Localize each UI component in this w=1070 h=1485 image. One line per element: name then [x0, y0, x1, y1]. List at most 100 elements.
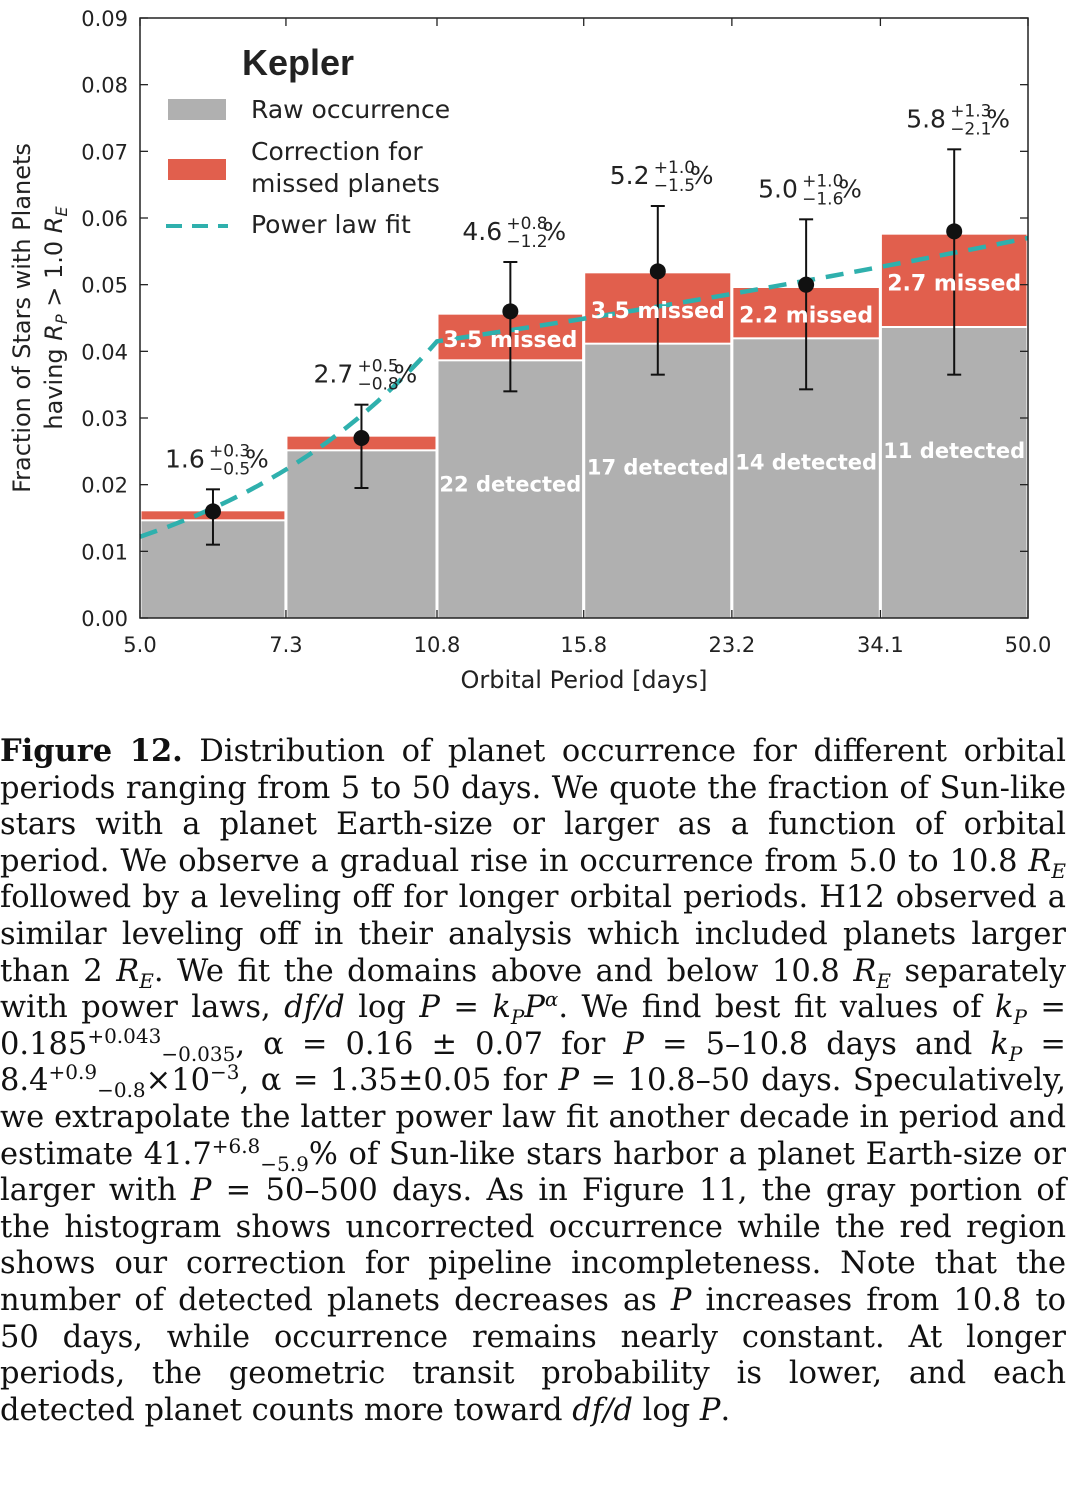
caption-var: P	[190, 1173, 212, 1209]
y-label-mid: > 1.0	[40, 233, 68, 314]
caption-text: . We find best fit values of	[558, 990, 996, 1026]
y-tick-label: 0.00	[81, 607, 128, 631]
caption-sup: +6.8	[211, 1133, 261, 1158]
caption-text: followed by a leveling off for longer or…	[0, 880, 1066, 989]
detected-label: 11 detected	[883, 439, 1025, 463]
value-sub: −1.6	[802, 189, 843, 209]
value-suffix: %	[542, 217, 566, 246]
axis-layer: 0.00 0.01 0.02 0.03 0.04 0.05 0.06 0.07 0.08 0.09…	[81, 7, 1051, 657]
detected-label: 22 detected	[439, 472, 581, 496]
caption-sub: −0.8	[97, 1078, 146, 1103]
caption-text: . We fit the domains above and below 10.…	[153, 953, 854, 989]
caption-sub: P	[510, 1005, 525, 1030]
power-law-fit-line	[139, 235, 1029, 539]
caption-math: log	[632, 1392, 700, 1428]
caption-var: R	[853, 953, 877, 989]
caption-sub: E	[1051, 858, 1066, 883]
x-axis-label: Orbital Period [days]	[461, 666, 708, 694]
value-suffix: %	[690, 161, 714, 190]
value-main: 5.0	[758, 174, 798, 203]
caption-sub: P	[1013, 1005, 1027, 1030]
detected-label: 14 detected	[735, 450, 877, 474]
data-point	[946, 223, 963, 240]
x-tick-label: 34.1	[857, 633, 904, 657]
value-label: 5.0 +1.0−1.6%	[758, 171, 862, 209]
y-axis-label-line1: Fraction of Stars with Planets	[8, 143, 36, 493]
caption-text: increases from 10.8 to 50 days, while oc…	[0, 1282, 1067, 1428]
chart-title: Kepler	[242, 42, 354, 83]
value-sup: +0.5	[357, 357, 398, 377]
y-tick-label: 0.06	[81, 207, 128, 231]
legend-swatch-raw	[168, 99, 226, 120]
missed-label: 3.5 missed	[591, 299, 725, 324]
y-tick-label: 0.03	[81, 407, 128, 431]
x-tick-label: 7.3	[269, 633, 302, 657]
missed-label: 3.5 missed	[443, 328, 577, 353]
value-suffix: %	[838, 174, 862, 203]
data-point	[502, 303, 519, 320]
caption-sub: −5.9	[260, 1151, 309, 1176]
label-layer: 1.6 +0.3−0.5% 2.7 +0.5−0.8% 3.5 missed 22 det…	[165, 101, 1025, 496]
value-label: 1.6 +0.3−0.5%	[165, 441, 269, 479]
caption-sub: E	[876, 968, 891, 993]
x-tick-label: 5.0	[123, 633, 156, 657]
value-sub: −1.5	[654, 176, 695, 196]
y-label-sub2: E	[52, 206, 71, 217]
y-label-prefix: having	[40, 341, 68, 430]
data-point	[204, 503, 221, 520]
detected-label: 17 detected	[587, 456, 729, 480]
caption-var: R	[1028, 843, 1052, 879]
value-label: 2.7 +0.5−0.8%	[313, 357, 417, 395]
y-tick-label: 0.02	[81, 474, 128, 498]
errorbar-layer	[204, 148, 963, 546]
caption-sup: +0.9	[48, 1060, 98, 1085]
legend-label-raw: Raw occurrence	[251, 95, 450, 124]
caption-sub: E	[139, 968, 154, 993]
occurrence-chart: 1.6 +0.3−0.5% 2.7 +0.5−0.8% 3.5 missed 22 det…	[8, 7, 1051, 694]
value-sub: −1.2	[506, 232, 547, 252]
y-axis-label-line2: having RP > 1.0 RE	[40, 206, 71, 430]
value-main: 5.2	[610, 161, 650, 190]
value-label: 5.2 +1.0−1.5%	[610, 158, 714, 196]
figure-caption: Figure 12. Distribution of planet occurr…	[0, 733, 1066, 1429]
caption-text: = 8.4	[0, 1026, 1066, 1099]
value-sup: +0.8	[506, 214, 547, 234]
caption-var: P	[623, 1026, 644, 1062]
value-main: 5.8	[906, 104, 946, 133]
y-label-sub: P	[52, 314, 71, 324]
caption-math: P	[524, 990, 545, 1026]
data-point	[649, 263, 666, 280]
legend-label-fit: Power law fit	[251, 210, 411, 239]
data-point	[353, 430, 370, 446]
caption-text: = 10.8–50 days. Speculatively, we extrap…	[0, 1063, 1066, 1172]
caption-math: log	[344, 990, 420, 1026]
y-tick-label: 0.01	[81, 540, 128, 564]
value-label: 4.6 +0.8−1.2%	[462, 214, 566, 252]
fit-layer	[139, 235, 1029, 539]
value-sub: −0.8	[357, 375, 398, 395]
value-sub: −0.5	[209, 459, 250, 479]
x-tick-label: 15.8	[560, 633, 607, 657]
y-tick-label: 0.07	[81, 140, 128, 164]
value-label: 5.8 +1.3−2.1%	[906, 101, 1010, 139]
caption-sub: −0.035	[161, 1041, 236, 1066]
bars-layer	[141, 18, 1027, 618]
caption-math: df/d	[572, 1392, 633, 1428]
caption-text: , α = 1.35±0.05 for	[239, 1063, 559, 1099]
caption-text: Distribution of planet occurrence for di…	[0, 734, 1066, 879]
value-suffix: %	[986, 104, 1010, 133]
bar-raw	[438, 361, 583, 618]
caption-text: = 5–10.8 days and	[643, 1026, 991, 1062]
caption-text: % of Sun-like stars harbor a planet Eart…	[0, 1136, 1066, 1209]
caption-sup: −3	[210, 1060, 240, 1085]
legend-label-correction-line2: missed planets	[251, 169, 440, 198]
caption-text: , α = 0.16 ± 0.07 for	[235, 1026, 624, 1062]
missed-label: 2.7 missed	[887, 271, 1021, 296]
y-label-var2: R	[40, 217, 68, 234]
caption-var: P	[699, 1392, 721, 1428]
y-tick-label: 0.04	[81, 340, 128, 364]
y-tick-label: 0.05	[81, 274, 128, 298]
value-sup: +0.3	[209, 441, 250, 461]
value-sup: +1.0	[802, 171, 843, 191]
caption-text: = 0.185	[0, 990, 1066, 1062]
